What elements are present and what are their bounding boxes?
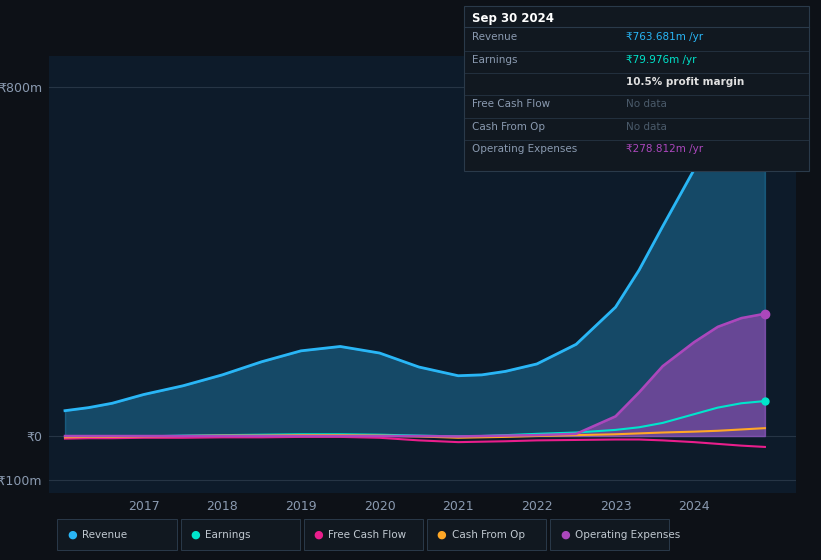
Text: No data: No data: [626, 99, 667, 109]
Text: No data: No data: [626, 122, 667, 132]
Text: Revenue: Revenue: [82, 530, 127, 540]
Text: Operating Expenses: Operating Expenses: [575, 530, 680, 540]
Text: ●: ●: [437, 530, 447, 540]
Text: Sep 30 2024: Sep 30 2024: [472, 12, 554, 25]
Text: ●: ●: [67, 530, 77, 540]
Text: Earnings: Earnings: [472, 55, 517, 65]
Text: Cash From Op: Cash From Op: [452, 530, 525, 540]
Text: Operating Expenses: Operating Expenses: [472, 144, 577, 154]
Text: ●: ●: [190, 530, 200, 540]
Text: Free Cash Flow: Free Cash Flow: [328, 530, 406, 540]
Text: Earnings: Earnings: [205, 530, 250, 540]
Text: ₹278.812m /yr: ₹278.812m /yr: [626, 144, 703, 154]
Text: ●: ●: [314, 530, 323, 540]
Text: ₹763.681m /yr: ₹763.681m /yr: [626, 32, 703, 43]
Text: 10.5% profit margin: 10.5% profit margin: [626, 77, 744, 87]
Text: Free Cash Flow: Free Cash Flow: [472, 99, 550, 109]
Text: Cash From Op: Cash From Op: [472, 122, 545, 132]
Text: ●: ●: [560, 530, 570, 540]
Text: ₹79.976m /yr: ₹79.976m /yr: [626, 55, 696, 65]
Text: Revenue: Revenue: [472, 32, 517, 43]
